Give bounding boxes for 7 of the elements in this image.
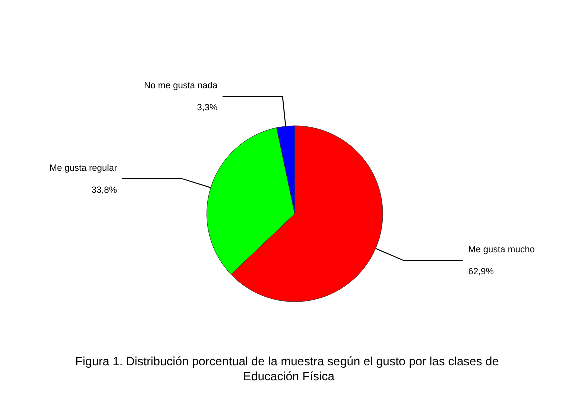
data-label: 33,8% [92,184,118,195]
data-label: 62,9% [468,266,494,277]
slice-label: No me gusta nada [144,80,218,91]
slice-label: Me gusta regular [50,162,118,173]
text: Figura 1. Distribución porcentual de la muestra según el gusto por las clases de Educación Física [76,354,502,384]
data-label: 3,3% [197,102,218,113]
slice-label: Me gusta mucho [468,244,535,255]
